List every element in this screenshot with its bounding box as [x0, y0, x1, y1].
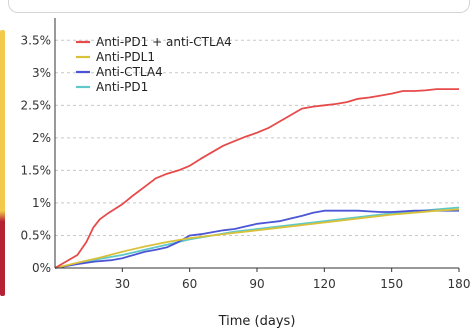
- y-tick-label: 2.5%: [21, 98, 52, 112]
- grid-lines: [55, 39, 459, 236]
- x-tick-label: 120: [313, 277, 336, 291]
- axes: [54, 18, 460, 272]
- y-tick-label: 0%: [32, 261, 51, 275]
- category-color-bar: [0, 30, 5, 296]
- x-tick-label: 30: [115, 277, 130, 291]
- series-line-anti-pd1: [54, 206, 460, 269]
- x-tick-label: 180: [448, 277, 471, 291]
- y-tick-label: 1.5%: [21, 163, 52, 177]
- series-line-anti-ctla4: [54, 209, 459, 269]
- x-tick-label: 60: [182, 277, 197, 291]
- legend-label-anti-pd1: Anti-PD1: [96, 80, 148, 94]
- x-axis-title: Time (days): [218, 314, 296, 329]
- legend-label-anti-pd1-anti-ctla4: Anti-PD1 + anti-CTLA4: [96, 35, 232, 49]
- legend-label-anti-ctla4: Anti-CTLA4: [96, 65, 163, 79]
- x-tick-labels: 30 60 90 120 150 180: [115, 277, 471, 291]
- x-tick-label: 150: [380, 277, 403, 291]
- y-tick-label: 2%: [32, 131, 51, 145]
- y-tick-label: 3%: [32, 66, 51, 80]
- series-line-anti-pdl1: [54, 208, 460, 269]
- y-tick-labels: 0% 0.5% 1% 1.5% 2% 2.5% 3% 3.5%: [21, 33, 52, 275]
- legend: Anti-PD1 + anti-CTLA4Anti-PDL1Anti-CTLA4…: [76, 35, 232, 94]
- y-tick-label: 3.5%: [21, 33, 52, 47]
- series-lines: [54, 88, 460, 269]
- y-tick-label: 1%: [32, 196, 51, 210]
- y-tick-label: 0.5%: [21, 228, 52, 242]
- x-tick-label: 90: [249, 277, 264, 291]
- legend-label-anti-pdl1: Anti-PDL1: [96, 50, 155, 64]
- series-line-anti-pd1-anti-ctla4: [54, 88, 459, 269]
